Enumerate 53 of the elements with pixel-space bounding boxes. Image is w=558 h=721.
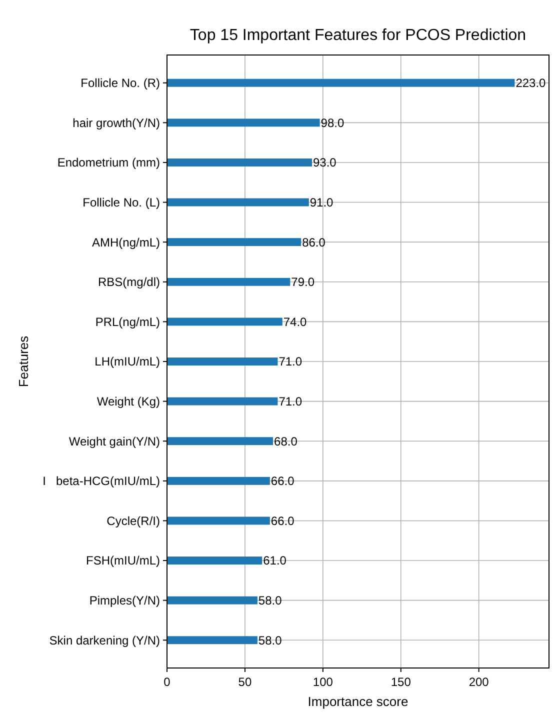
- y-axis-title: Features: [16, 335, 31, 388]
- data-label: 66.0: [270, 514, 295, 528]
- bar: [167, 318, 282, 326]
- y-tick-label: AMH(ng/mL): [92, 235, 160, 250]
- y-tick-label: Follicle No. (R): [80, 76, 160, 90]
- data-label: 74.0: [283, 314, 308, 329]
- bar: [167, 397, 278, 406]
- y-tick-label: hair growth(Y/N): [72, 116, 160, 130]
- bar: [167, 78, 515, 87]
- data-label: 223.0: [516, 76, 546, 90]
- data-label: 66.0: [270, 474, 295, 488]
- y-tick-label: Follicle No. (L): [82, 195, 160, 210]
- x-tick-label: 0: [164, 675, 171, 689]
- bar: [167, 636, 258, 644]
- y-tick-label: Endometrium (mm): [57, 156, 160, 170]
- data-label: 86.0: [302, 235, 326, 250]
- y-tick-label: Weight (Kg): [96, 394, 160, 409]
- y-tick-label: Skin darkening (Y/N): [49, 633, 160, 648]
- bar: [167, 358, 278, 366]
- y-tick-label: RBS(mg/dl): [98, 275, 160, 290]
- data-label: 58.0: [258, 633, 282, 648]
- x-tick-label: 150: [390, 675, 412, 689]
- chart-title: Top 15 Important Features for PCOS Prediction: [190, 27, 526, 44]
- data-label: 71.0: [278, 354, 302, 369]
- bar: [167, 516, 270, 525]
- bar: [167, 158, 312, 166]
- data-label: 98.0: [320, 116, 344, 130]
- y-tick-label: I beta-HCG(mIU/mL): [42, 474, 160, 488]
- bar: [167, 278, 290, 286]
- data-label: 71.0: [278, 394, 302, 409]
- bar: [167, 437, 274, 446]
- bar: [167, 118, 320, 127]
- x-axis-title: Importance score: [308, 694, 408, 709]
- bar: [167, 556, 262, 565]
- bar: [167, 476, 270, 485]
- bar: [167, 596, 258, 604]
- data-label: 93.0: [313, 156, 337, 170]
- data-label: 91.0: [310, 195, 334, 210]
- x-tick-label: 50: [238, 675, 252, 689]
- bar: [167, 238, 302, 246]
- x-tick-label: 200: [468, 675, 490, 689]
- data-label: 61.0: [263, 554, 287, 568]
- y-tick-label: Pimples(Y/N): [89, 594, 160, 608]
- data-label: 58.0: [258, 594, 282, 608]
- x-tick-label: 100: [312, 675, 334, 689]
- y-tick-label: FSH(mIU/mL): [86, 554, 160, 568]
- y-tick-label: LH(mIU/mL): [94, 354, 160, 369]
- data-label: 79.0: [291, 275, 315, 290]
- y-tick-label: PRL(ng/mL): [95, 314, 160, 329]
- y-tick-label: Cycle(R/I): [106, 514, 160, 528]
- y-tick-label: Weight gain(Y/N): [68, 434, 160, 448]
- bar: [167, 198, 309, 206]
- data-label: 68.0: [274, 434, 298, 448]
